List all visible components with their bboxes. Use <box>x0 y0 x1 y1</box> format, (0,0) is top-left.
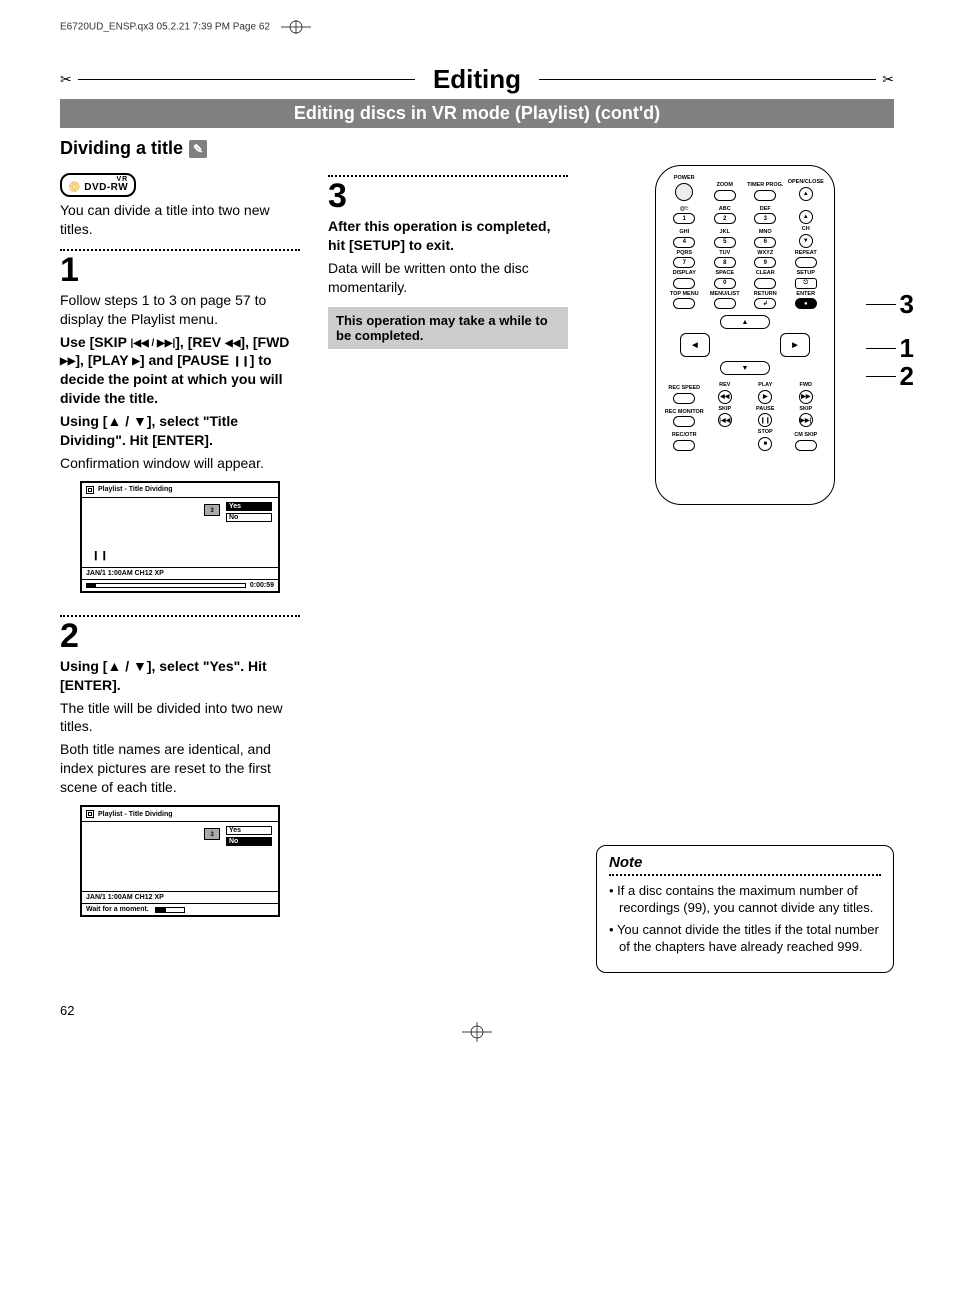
remote-control-diagram: POWER ZOOM TIMER PROG. OPEN/CLOSE▲ @!:1 … <box>655 165 835 505</box>
note-item: If a disc contains the maximum number of… <box>609 882 881 917</box>
chapter-title-row: ✂ Editing ✂ <box>60 64 894 95</box>
crop-mark-bottom <box>60 1022 894 1045</box>
sub-heading-bar: Editing discs in VR mode (Playlist) (con… <box>60 99 894 128</box>
step1-text-4: Confirmation window will appear. <box>60 454 300 473</box>
step1-text-3: Using [▲ / ▼], select "Title Dividing". … <box>60 412 300 450</box>
step1-text-1: Follow steps 1 to 3 on page 57 to displa… <box>60 291 300 329</box>
step3-text-2: Data will be written onto the disc momen… <box>328 259 568 297</box>
step3-text-1: After this operation is completed, hit [… <box>328 217 568 255</box>
osd-screenshot-1: Playlist - Title Dividing 3 Yes No ❙❙ JA… <box>80 481 280 593</box>
step-2-number: 2 <box>60 619 300 653</box>
step-3-number: 3 <box>328 179 568 213</box>
dvd-rw-badge: VR 📀 DVD-RW <box>60 173 136 197</box>
step-1-number: 1 <box>60 253 300 287</box>
remote-dpad: ▲ ▼ ◀ ▶ <box>680 315 810 375</box>
page-number: 62 <box>60 1003 894 1018</box>
print-header: E6720UD_ENSP.qx3 05.2.21 7:39 PM Page 62 <box>60 20 894 34</box>
step2-text-1: Using [▲ / ▼], select "Yes". Hit [ENTER]… <box>60 657 300 695</box>
intro-text: You can divide a title into two new titl… <box>60 201 300 239</box>
step2-text-3: Both title names are identical, and inde… <box>60 740 300 797</box>
playlist-icon: ✎ <box>189 140 207 158</box>
step2-text-2: The title will be divided into two new t… <box>60 699 300 737</box>
operation-note: This operation may take a while to be co… <box>328 307 568 349</box>
chapter-title: Editing <box>421 64 533 95</box>
section-title: Dividing a title ✎ <box>60 138 894 159</box>
note-item: You cannot divide the titles if the tota… <box>609 921 881 956</box>
osd-screenshot-2: Playlist - Title Dividing 3 Yes No JAN/1… <box>80 805 280 917</box>
step1-text-2: Use [SKIP |◀◀ / ▶▶|], [REV ◀◀], [FWD ▶▶]… <box>60 333 300 409</box>
note-box: Note If a disc contains the maximum numb… <box>596 845 894 973</box>
